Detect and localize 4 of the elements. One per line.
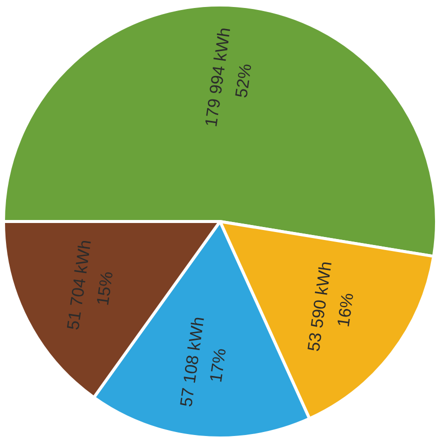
data-label: 53 590 kWh 16% bbox=[304, 260, 358, 353]
data-label: 179 994 kWh 52% bbox=[201, 26, 256, 128]
data-label: 51 704 kWh 15% bbox=[63, 238, 117, 332]
data-label: 57 108 kWh 17% bbox=[176, 316, 230, 408]
